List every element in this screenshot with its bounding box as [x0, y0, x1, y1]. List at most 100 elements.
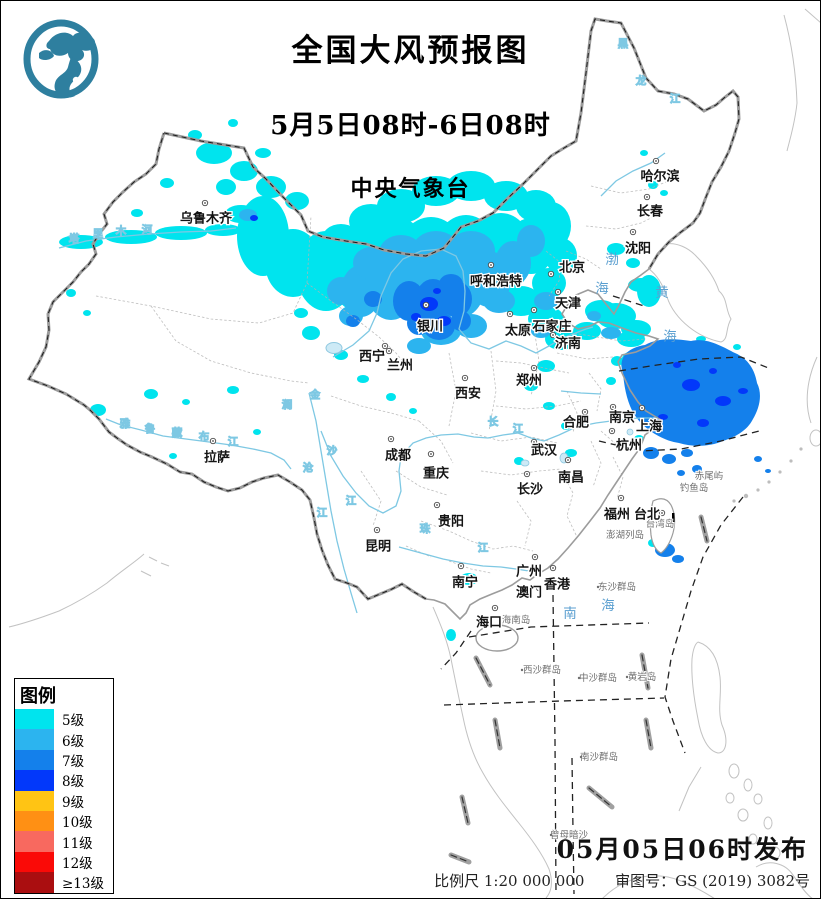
legend-label: 11级 — [62, 835, 93, 852]
yangtze-river — [320, 417, 656, 514]
island-label: 台湾岛 — [646, 518, 675, 530]
city-label: 昆明 — [365, 539, 391, 555]
river-label: 塔 — [69, 232, 80, 245]
city-marker: 台北 — [633, 505, 666, 524]
city-label: 西安 — [455, 386, 481, 402]
city-label: 哈尔滨 — [640, 169, 679, 185]
legend-swatch — [15, 851, 54, 873]
river-label: 江 — [228, 436, 239, 448]
island-dot — [577, 676, 581, 680]
city-marker: 西宁 — [358, 342, 389, 366]
island-dot — [549, 833, 553, 837]
legend-label: 7级 — [62, 753, 85, 770]
city-marker: 长春 — [636, 193, 665, 221]
yarlung-river — [105, 418, 292, 470]
city-label: 贵阳 — [438, 514, 464, 530]
city-label: 西宁 — [359, 349, 385, 365]
taiwan-island — [649, 498, 676, 554]
legend-swatch — [15, 729, 54, 750]
city-marker: 西安 — [454, 374, 482, 403]
legend-swatch — [15, 810, 54, 832]
river-label: 金 — [310, 388, 321, 401]
legend-swatch — [15, 831, 54, 852]
legend-label: 9级 — [62, 794, 85, 811]
river-label: 江 — [513, 423, 524, 435]
city-label: 福州 — [603, 507, 630, 523]
city-marker: 济南 — [549, 331, 582, 353]
city-label: 呼和浩特 — [470, 274, 522, 290]
city-marker: 石家庄 — [530, 306, 573, 336]
city-marker: 香港 — [542, 564, 572, 594]
wind-area-level8 — [250, 215, 748, 427]
island-label: 黄岩岛 — [628, 671, 657, 683]
city-marker: 北京 — [547, 258, 586, 278]
river-label: 澜 — [282, 398, 293, 411]
legend-item: 6级 — [15, 729, 113, 750]
city-label: 长春 — [637, 204, 664, 220]
ganges-delta — [140, 556, 170, 577]
sakhalin-coast — [783, 14, 798, 152]
city-label: 南宁 — [452, 575, 478, 591]
city-marker: 哈尔滨 — [639, 157, 681, 186]
tarim-river — [58, 227, 237, 249]
island-label: 东沙群岛 — [598, 581, 636, 593]
yellow-river — [332, 248, 594, 358]
legend-swatch — [15, 749, 54, 771]
island-dot — [579, 755, 583, 759]
qinghai-lake — [325, 342, 343, 354]
river-labels: 塔里木河黑龙江雅鲁藏布江金沙江澜沧江长江珠江 — [68, 37, 681, 554]
legend-item: 11级 — [15, 831, 113, 852]
river-label: 里 — [93, 228, 104, 240]
city-label: 天津 — [555, 296, 581, 312]
legend-item: 10级 — [15, 810, 113, 832]
river-label: 长 — [488, 416, 499, 428]
island-label: 海南岛 — [502, 614, 531, 626]
island-label: 赤尾屿 — [695, 470, 724, 482]
borneo-coast — [602, 875, 715, 898]
luzon-coast — [691, 641, 727, 754]
map-approval-number: 审图号：GS (2019) 3082号 — [615, 872, 810, 890]
island-label: 中沙群岛 — [579, 672, 617, 684]
river-label: 江 — [346, 495, 357, 507]
city-marker: 南昌 — [557, 456, 585, 487]
city-marker: 福州 — [602, 494, 631, 524]
city-marker: 海口 — [475, 604, 503, 632]
pearl-river — [398, 546, 540, 574]
river-label: 江 — [317, 507, 328, 519]
philippine-islands — [678, 763, 813, 898]
city-label: 沈阳 — [625, 241, 651, 257]
hainan-island — [475, 624, 519, 652]
city-marker: 杭州 — [608, 427, 643, 455]
legend-label: 5级 — [62, 713, 85, 730]
river-label: 江 — [670, 93, 681, 105]
taiwan-symbol — [672, 513, 675, 522]
legend-swatch — [15, 872, 54, 893]
sea-labels: 渤海 黄海南海 — [563, 252, 677, 622]
city-label: 兰州 — [387, 358, 413, 374]
island-label: 南沙群岛 — [580, 751, 618, 763]
legend-title: 图例 — [20, 686, 56, 707]
island-dot — [596, 585, 600, 589]
city-label: 上海 — [636, 419, 662, 435]
river-label: 沙 — [327, 445, 338, 457]
huai-river — [560, 390, 602, 395]
island-dot — [520, 668, 524, 672]
city-marker: 广州 — [515, 553, 543, 581]
island-dot — [625, 675, 629, 679]
logo-dragon-body-icon — [54, 57, 82, 98]
river-label: 黑 — [618, 38, 629, 50]
city-marker: 兰州 — [386, 347, 414, 375]
legend-label: 10级 — [62, 815, 93, 832]
legend-swatch — [15, 770, 54, 791]
east-china-sea-gale-area — [621, 339, 760, 446]
national-boundary — [26, 17, 741, 621]
sea-label: 海 — [601, 598, 615, 614]
city-marker: 昆明 — [364, 526, 392, 556]
sea-label: 黄 — [655, 285, 669, 301]
legend-item: 5级 — [15, 709, 113, 730]
nine-dash-line — [448, 514, 710, 865]
river-label: 龙 — [636, 74, 647, 87]
city-marker: 长沙 — [516, 470, 544, 499]
